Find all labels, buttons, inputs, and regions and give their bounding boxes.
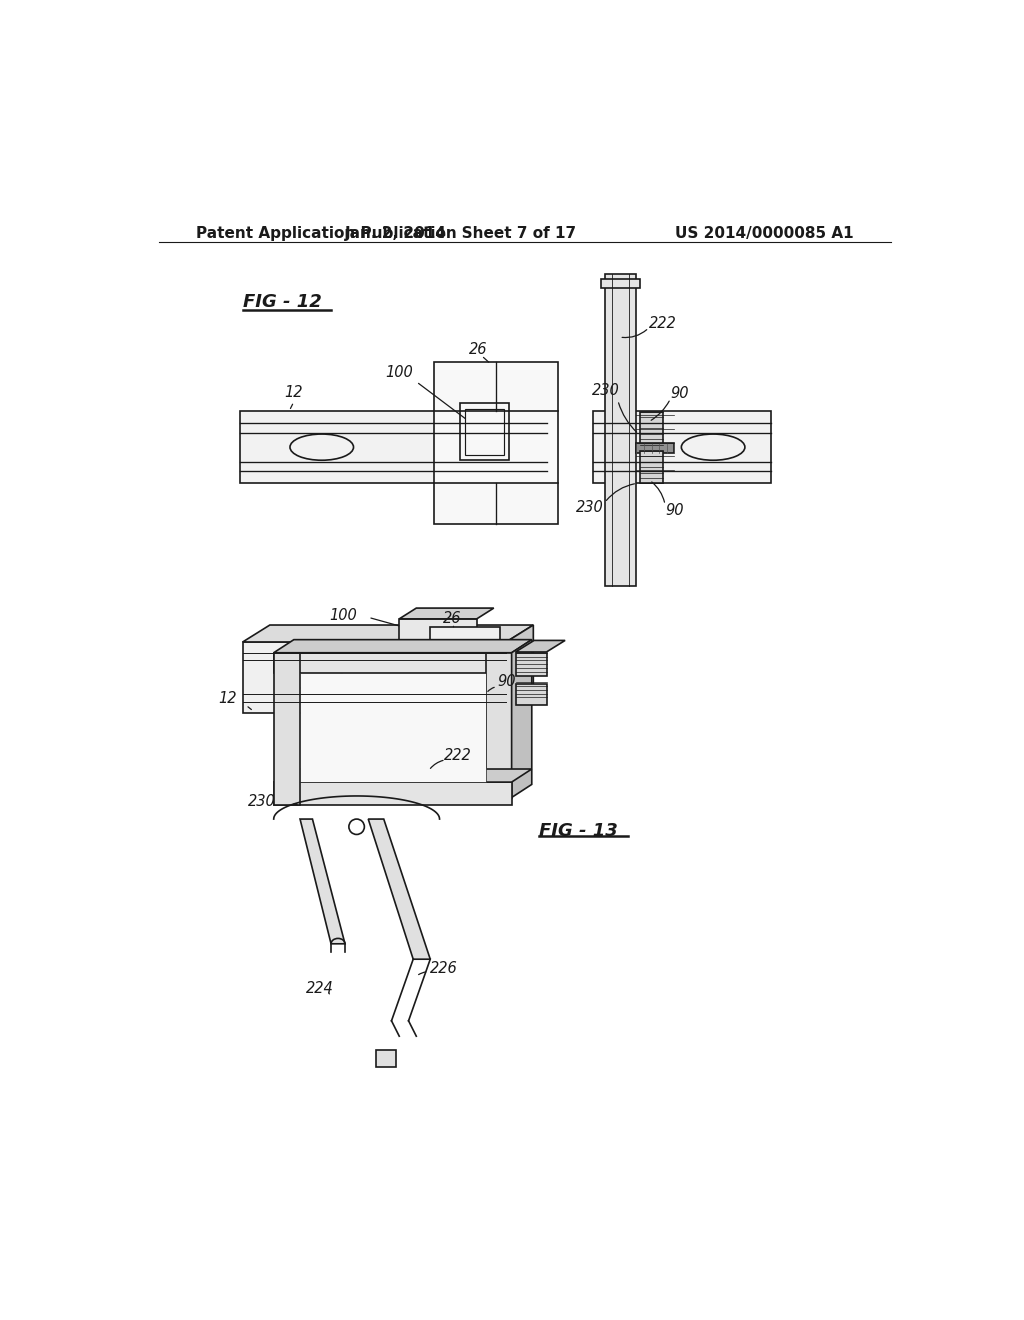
Bar xyxy=(273,653,300,805)
Polygon shape xyxy=(512,640,531,797)
Text: 230: 230 xyxy=(577,500,604,516)
Text: 100: 100 xyxy=(329,607,356,623)
Text: Jan. 2, 2014   Sheet 7 of 17: Jan. 2, 2014 Sheet 7 of 17 xyxy=(345,226,578,242)
Bar xyxy=(640,412,663,445)
Polygon shape xyxy=(515,640,565,652)
Bar xyxy=(460,404,509,461)
Text: 222: 222 xyxy=(444,747,472,763)
Text: 100: 100 xyxy=(385,364,413,380)
Text: FIG - 12: FIG - 12 xyxy=(243,293,322,312)
Bar xyxy=(430,627,500,660)
Polygon shape xyxy=(273,770,531,781)
Bar xyxy=(640,451,663,483)
Text: 26: 26 xyxy=(469,342,487,356)
Circle shape xyxy=(349,818,365,834)
Text: 230: 230 xyxy=(248,793,275,809)
Bar xyxy=(604,275,636,586)
Text: 90: 90 xyxy=(671,385,689,401)
Text: 224: 224 xyxy=(306,981,334,997)
Bar xyxy=(593,411,771,483)
Bar xyxy=(636,444,675,453)
Bar xyxy=(399,619,477,657)
Bar xyxy=(465,409,504,455)
Bar xyxy=(273,653,512,673)
Bar xyxy=(486,653,512,797)
Polygon shape xyxy=(300,818,345,944)
Bar xyxy=(273,781,512,805)
Bar xyxy=(376,1051,396,1067)
Bar xyxy=(241,411,547,483)
Text: Patent Application Publication: Patent Application Publication xyxy=(197,226,457,242)
Bar xyxy=(601,279,640,288)
Bar xyxy=(515,653,547,676)
Text: 26: 26 xyxy=(442,611,461,627)
Polygon shape xyxy=(300,673,486,781)
Text: 90: 90 xyxy=(497,675,515,689)
Text: 12: 12 xyxy=(285,385,303,400)
Polygon shape xyxy=(399,609,494,619)
Polygon shape xyxy=(273,640,531,653)
Text: 230: 230 xyxy=(592,383,621,399)
Polygon shape xyxy=(369,818,430,960)
Text: FIG - 13: FIG - 13 xyxy=(539,822,617,840)
Text: US 2014/0000085 A1: US 2014/0000085 A1 xyxy=(675,226,853,242)
Text: 90: 90 xyxy=(665,503,684,517)
Text: 12: 12 xyxy=(218,692,237,706)
Bar xyxy=(243,642,506,713)
Bar xyxy=(515,684,547,705)
Bar xyxy=(434,363,558,524)
Text: 226: 226 xyxy=(430,961,458,975)
Polygon shape xyxy=(243,626,534,642)
Polygon shape xyxy=(506,626,534,713)
Text: 222: 222 xyxy=(649,315,677,331)
